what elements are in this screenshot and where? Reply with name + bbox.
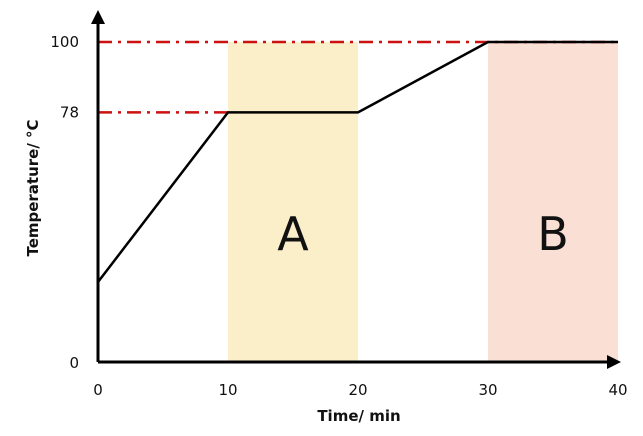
y-tick-label: 0 xyxy=(69,354,79,372)
region-label-b: B xyxy=(537,207,569,261)
x-tick-labels: 0 10 20 30 40 xyxy=(93,381,627,399)
y-tick-label: 78 xyxy=(60,103,79,121)
y-axis-label: Temperature/ °C xyxy=(24,119,42,256)
region-label-a: A xyxy=(277,207,309,261)
y-axis-arrowhead xyxy=(91,10,105,24)
x-tick-label: 0 xyxy=(93,381,103,399)
series-line-0 xyxy=(97,40,618,283)
axes xyxy=(91,10,621,369)
x-tick-label: 40 xyxy=(608,381,627,399)
x-tick-label: 30 xyxy=(478,381,497,399)
reference-lines xyxy=(98,40,618,114)
x-axis-label: Time/ min xyxy=(317,407,400,425)
x-tick-label: 20 xyxy=(348,381,367,399)
region-a xyxy=(228,42,358,362)
y-tick-label: 100 xyxy=(50,33,79,51)
region-b xyxy=(488,42,618,362)
x-tick-label: 10 xyxy=(218,381,237,399)
x-axis-arrowhead xyxy=(607,355,621,369)
y-tick-labels: 0 78 100 xyxy=(50,33,79,372)
series-layer xyxy=(97,40,618,283)
